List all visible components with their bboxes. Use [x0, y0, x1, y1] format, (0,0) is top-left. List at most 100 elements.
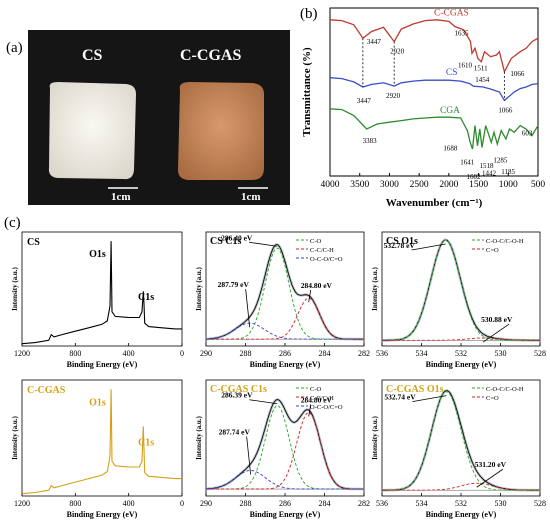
ccgas-c1s-peak-value-label-0: 286.39 eV	[221, 391, 253, 400]
ftir-x-tick-label-3: 2500	[410, 180, 429, 190]
ftir-peak-label-3: 1610	[458, 61, 473, 69]
ccgas-c1s-peak-value-label-1: 284.80 eV	[301, 395, 333, 404]
cs-o1s-legend-label-1: C=O	[486, 247, 499, 254]
ccgas-c1s-peak-curve-0	[206, 405, 364, 490]
cs-c1s-peak-value-label-2: 287.79 eV	[218, 280, 250, 289]
cs-c1s-x-tick-label-2: 286	[279, 349, 291, 358]
cs-survey-peak-label-o1s: O1s	[89, 249, 106, 260]
ftir-peak-label-8: 2920	[386, 92, 401, 100]
ftir-x-tick-label-4: 2000	[439, 180, 458, 190]
ftir-chart: 4000 3500 3000 2500 2000 1500 1000 500 Wavenumbe…	[301, 7, 546, 209]
ftir-peak-label-0: 3447	[367, 38, 382, 46]
cs-c1s-peak-curve-2	[205, 322, 364, 340]
ftir-x-tick-label-6: 1000	[499, 180, 518, 190]
cs-c1s-x-tick-label-1: 288	[240, 349, 252, 358]
ccgas-o1s-x-tick-label-0: 536	[376, 499, 388, 508]
cs-o1s-x-tick-label-2: 532	[455, 349, 467, 358]
cs-o1s-peak-curve-1	[382, 337, 540, 341]
ccgas-survey-chart: 1200 800 400 0 Binding Energy (eV) Intensity …	[11, 379, 184, 519]
ftir-series-label-cga: CGA	[440, 106, 460, 116]
ccgas-c1s-chart: 290 288 286 284 282 Binding Energy (eV) Intens…	[195, 379, 370, 519]
cs-c1s-x-tick-label-3: 284	[319, 349, 331, 358]
cs-survey-x-tick-label-2: 400	[123, 349, 135, 358]
cs-c1s-chart: 290 288 286 284 282 Binding Energy (eV) Intens…	[195, 231, 370, 369]
ccgas-c1s-peak-value-label-2: 287.74 eV	[219, 427, 251, 436]
ccgas-c1s-peak-arrow-2	[246, 436, 252, 475]
ccgas-survey-x-tick-label-1: 800	[69, 499, 81, 508]
ccgas-o1s-legend-label-0: C-O-C/C-O-H	[486, 386, 524, 393]
ccgas-o1s-x-axis-label: Binding Energy (eV)	[426, 510, 497, 519]
ccgas-o1s-envelope-line	[382, 390, 540, 491]
ftir-series-line-cs	[329, 77, 539, 102]
ftir-y-axis-label: Transmittance (%)	[301, 47, 313, 137]
ccgas-o1s-peak-value-label-1: 531.20 eV	[475, 460, 507, 469]
cs-c1s-peak-value-label-1: 284.80 eV	[301, 281, 333, 290]
cs-foam	[48, 82, 137, 180]
ccgas-c1s-title: C-CGAS C1s	[210, 384, 267, 395]
panel-label-a: (a)	[6, 40, 23, 56]
cs-c1s-title: CS C1s	[210, 236, 242, 247]
cs-survey-peak-label-c1s: C1s	[138, 292, 154, 303]
cs-c1s-legend-label-2: O-C-O/C=O	[310, 256, 343, 263]
cs-o1s-x-axis-label: Binding Energy (eV)	[426, 360, 497, 369]
cs-o1s-peak-arrow-1	[482, 323, 510, 343]
cs-o1s-raw-data-line	[382, 238, 540, 342]
cs-c1s-legend-label-1: C-C/C-H	[310, 247, 334, 254]
ccgas-o1s-x-tick-label-2: 532	[455, 499, 467, 508]
ftir-series-label-ccgas: C-CGAS	[434, 9, 469, 19]
panel-label-b: (b)	[300, 6, 318, 22]
ccgas-o1s-peak-arrow-0	[412, 395, 447, 402]
ftir-peak-label-5: 1454	[475, 76, 490, 84]
ccgas-survey-x-tick-label-2: 400	[123, 499, 135, 508]
ccgas-c1s-peak-arrow-1	[308, 404, 312, 417]
cs-c1s-peak-arrow-2	[245, 289, 251, 328]
cs-survey-title: CS	[27, 237, 40, 248]
ccgas-c1s-envelope-line	[206, 399, 364, 490]
ccgas-c1s-legend-label-1: C-C/C-H	[310, 395, 334, 402]
ftir-peak-label-4: 1511	[474, 64, 488, 72]
sample-photo: CS C-CGAS 1cm 1cm	[28, 30, 290, 205]
ccgas-c1s-y-axis-label: Intensity (a.u.)	[195, 415, 203, 459]
ftir-peak-label-14: 1518	[480, 162, 495, 170]
ccgas-o1s-legend-label-1: C=O	[486, 395, 499, 402]
cs-c1s-legend-label-0: C-O	[310, 238, 322, 245]
ccgas-o1s-x-tick-label-1: 534	[416, 499, 428, 508]
ftir-x-tick-label-5: 1500	[469, 180, 488, 190]
ftir-plot-frame	[329, 7, 539, 177]
ccgas-c1s-x-tick-label-4: 282	[358, 499, 370, 508]
ftir-x-tick-label-7: 500	[531, 180, 546, 190]
ccgas-c1s-peak-curve-2	[206, 470, 364, 490]
ftir-peak-label-2: 1635	[455, 30, 470, 38]
ftir-peak-label-18: 603	[522, 130, 533, 138]
ccgas-c1s-legend-label-0: C-O	[310, 386, 322, 393]
cs-o1s-peak-value-label-0: 532.78 eV	[384, 241, 416, 250]
cs-o1s-title: CS O1s	[386, 236, 418, 247]
cs-c1s-y-axis-label: Intensity (a.u.)	[195, 266, 203, 310]
ftir-peak-label-12: 1641	[460, 158, 475, 166]
ccgas-c1s-peak-arrow-0	[249, 399, 278, 405]
cs-c1s-peak-arrow-1	[308, 290, 312, 303]
ccgas-o1s-chart: 536 534 532 530 528 Binding Energy (eV) Intens…	[371, 379, 546, 519]
ftir-series-label-cs: CS	[446, 68, 458, 78]
ftir-peak-label-11: 1688	[443, 145, 458, 153]
cs-o1s-x-tick-label-4: 528	[534, 349, 546, 358]
ftir-peak-label-16: 1285	[493, 156, 508, 164]
cs-o1s-peak-value-label-1: 530.88 eV	[481, 315, 513, 324]
cs-c1s-peak-value-label-0: 286.40 eV	[221, 233, 253, 242]
ccgas-o1s-y-axis-label: Intensity (a.u.)	[371, 415, 379, 459]
cs-c1s-x-axis-label: Binding Energy (eV)	[250, 360, 321, 369]
ftir-peak-label-15: 1442	[482, 169, 497, 177]
ccgas-c1s-raw-data-line	[206, 398, 364, 491]
ftir-series-line-c-cgas	[329, 19, 539, 74]
cs-survey-x-tick-label-3: 0	[180, 349, 184, 358]
ccgas-o1s-x-tick-label-3: 530	[495, 499, 507, 508]
cs-o1s-x-tick-label-0: 536	[376, 349, 388, 358]
ccgas-survey-title: C-CGAS	[27, 385, 66, 396]
ftir-peak-label-17: 1185	[501, 168, 515, 176]
cs-survey-y-axis-label: Intensity (a.u.)	[11, 266, 19, 310]
cs-o1s-x-tick-label-3: 530	[495, 349, 507, 358]
scale-bar-ccgas-label: 1cm	[241, 191, 261, 203]
ccgas-survey-y-axis-label: Intensity (a.u.)	[11, 415, 19, 459]
cs-o1s-peak-arrow-0	[411, 243, 446, 251]
ccgas-photo-label: C-CGAS	[180, 47, 241, 64]
